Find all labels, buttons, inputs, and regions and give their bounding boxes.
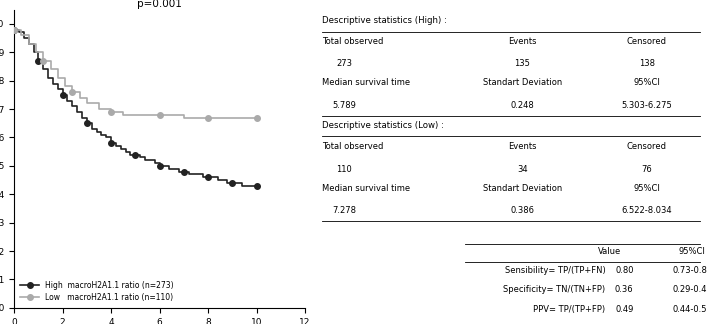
Text: 0.73-0.85: 0.73-0.85 [672,266,707,275]
Text: Median survival time: Median survival time [322,78,410,87]
Text: 6.522-8.034: 6.522-8.034 [621,206,672,215]
Title: All
Tumor samples
p=0.001: All Tumor samples p=0.001 [120,0,199,9]
Text: 138: 138 [639,59,655,68]
Text: Value: Value [597,247,621,256]
Text: Standart Deviation: Standart Deviation [483,184,562,193]
Text: Events: Events [508,37,537,46]
Text: Events: Events [508,142,537,151]
Text: Median survival time: Median survival time [322,184,410,193]
Text: 5.789: 5.789 [332,101,356,110]
Text: 7.278: 7.278 [332,206,356,215]
Text: 0.49: 0.49 [615,305,633,314]
Text: Descriptive statistics (High) :: Descriptive statistics (High) : [322,16,447,25]
Legend: High  macroH2A1.1 ratio (n=273), Low   macroH2A1.1 ratio (n=110): High macroH2A1.1 ratio (n=273), Low macr… [18,278,176,304]
Text: 273: 273 [337,59,353,68]
Text: 0.248: 0.248 [510,101,534,110]
Text: Total observed: Total observed [322,142,383,151]
Text: 0.386: 0.386 [510,206,534,215]
Text: Specificity= TN/(TN+FP): Specificity= TN/(TN+FP) [503,285,605,295]
Text: 110: 110 [337,165,352,174]
Text: PPV= TP/(TP+FP): PPV= TP/(TP+FP) [533,305,605,314]
Text: 0.29-0.42: 0.29-0.42 [672,285,707,295]
Text: 5.303-6.275: 5.303-6.275 [621,101,672,110]
Text: Censored: Censored [627,142,667,151]
Text: 135: 135 [514,59,530,68]
Text: 0.44-0.55: 0.44-0.55 [672,305,707,314]
Text: 34: 34 [517,165,527,174]
Text: 76: 76 [642,165,653,174]
Text: Sensibility= TP/(TP+FN): Sensibility= TP/(TP+FN) [505,266,605,275]
Text: 95%CI: 95%CI [633,184,660,193]
Text: Standart Deviation: Standart Deviation [483,78,562,87]
Text: 95%CI: 95%CI [633,78,660,87]
Text: Total observed: Total observed [322,37,383,46]
Text: Descriptive statistics (Low) :: Descriptive statistics (Low) : [322,122,443,131]
Text: 0.36: 0.36 [615,285,633,295]
Text: Censored: Censored [627,37,667,46]
Text: 95%CI: 95%CI [679,247,706,256]
Text: 0.80: 0.80 [615,266,633,275]
